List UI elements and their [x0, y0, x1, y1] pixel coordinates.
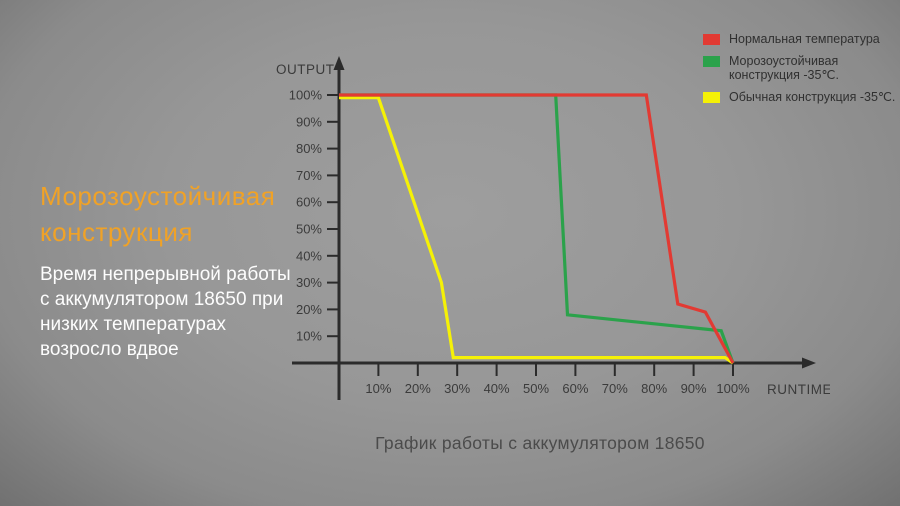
legend-label-normal-temperature: Нормальная температура — [729, 32, 880, 46]
svg-text:50%: 50% — [523, 381, 549, 396]
runtime-output-chart-svg: 10% 20% 30% 40% 50% 60% 70% 80% 90% 100% 10% 20% 30%… — [276, 56, 830, 400]
svg-text:100%: 100% — [716, 381, 750, 396]
svg-text:30%: 30% — [444, 381, 470, 396]
legend-swatch-green-icon — [703, 55, 720, 67]
chart-legend: Нормальная температура Морозоустойчивая … — [703, 32, 899, 104]
svg-text:RUNTIME: RUNTIME — [767, 382, 830, 397]
svg-text:10%: 10% — [296, 329, 322, 344]
svg-text:60%: 60% — [562, 381, 588, 396]
svg-text:80%: 80% — [296, 141, 322, 156]
svg-text:10%: 10% — [365, 381, 391, 396]
svg-text:90%: 90% — [296, 114, 322, 129]
chart-caption: График работы с аккумулятором 18650 — [375, 433, 705, 453]
svg-text:60%: 60% — [296, 195, 322, 210]
intro-panel: Морозоустойчивая конструкция Время непре… — [40, 178, 302, 362]
legend-swatch-red-icon — [703, 34, 720, 45]
intro-heading: Морозоустойчивая конструкция — [40, 181, 276, 247]
legend-label-regular-design: Обычная конструкция -35℃. — [729, 89, 896, 104]
svg-text:100%: 100% — [289, 88, 323, 103]
svg-text:40%: 40% — [296, 248, 322, 263]
legend-item-frostproof-design: Морозоустойчивая конструкция -35℃. — [703, 54, 899, 83]
intro-description: Время непрерывной работы с аккумулятором… — [40, 264, 291, 360]
legend-label-frostproof-design: Морозоустойчивая конструкция -35℃. — [729, 53, 839, 83]
svg-text:70%: 70% — [296, 168, 322, 183]
svg-text:30%: 30% — [296, 275, 322, 290]
svg-text:40%: 40% — [484, 381, 510, 396]
svg-text:20%: 20% — [405, 381, 431, 396]
legend-item-regular-design: Обычная конструкция -35℃. — [703, 90, 899, 105]
svg-text:50%: 50% — [296, 222, 322, 237]
svg-text:80%: 80% — [641, 381, 667, 396]
chart-area: 10% 20% 30% 40% 50% 60% 70% 80% 90% 100% 10% 20% 30%… — [270, 48, 830, 408]
legend-swatch-yellow-icon — [703, 91, 720, 103]
svg-text:90%: 90% — [681, 381, 707, 396]
svg-text:OUTPUT: OUTPUT — [276, 62, 335, 77]
svg-text:20%: 20% — [296, 302, 322, 317]
legend-item-normal-temperature: Нормальная температура — [703, 32, 899, 47]
svg-text:70%: 70% — [602, 381, 628, 396]
